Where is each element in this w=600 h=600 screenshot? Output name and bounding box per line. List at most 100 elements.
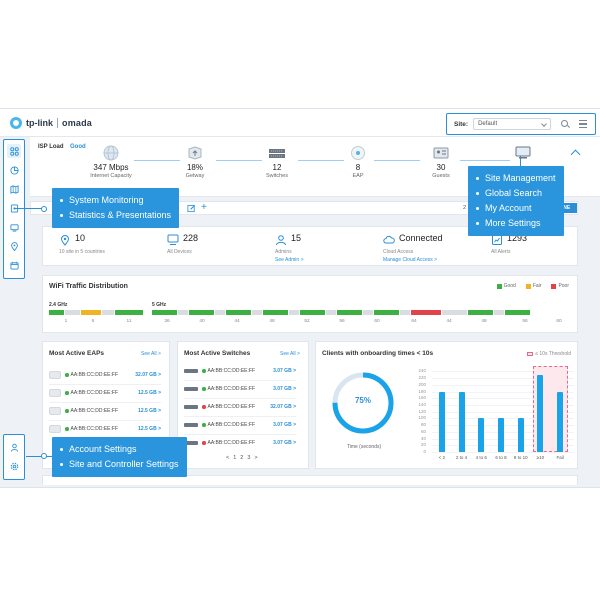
topology-link	[374, 160, 420, 161]
device-traffic-link[interactable]: 3.07 GB >	[273, 386, 296, 392]
eap-device-icon	[49, 407, 61, 415]
sidebar-item-statistics[interactable]	[7, 163, 21, 177]
device-mac: AA:BB:CC:DD:EE:FF	[70, 426, 119, 432]
chart-gridline	[432, 411, 574, 413]
topology-node-gateway[interactable]: 18% Getway	[160, 145, 230, 179]
topology-node-guests[interactable]: 30 Guests	[406, 145, 476, 179]
collapse-chevron-up-icon[interactable]	[570, 149, 581, 160]
table-row[interactable]: AA:BB:CC:DD:EE:FF 3.07 GB >	[184, 418, 296, 432]
table-row[interactable]: AA:BB:CC:DD:EE:FF 3.07 GB >	[184, 436, 296, 450]
table-row[interactable]: AA:BB:CC:DD:EE:FF 3.07 GB >	[184, 364, 296, 378]
gear-icon	[10, 462, 18, 471]
table-row[interactable]: AA:BB:CC:DD:EE:FF 12.5 GB >	[49, 422, 161, 436]
tick: 44	[446, 319, 452, 324]
chart-bar[interactable]	[478, 418, 485, 452]
callout-item: More Settings	[476, 216, 556, 231]
ticks-5: 36 40 44 48 52 56 60 64 44 48 56 60	[152, 319, 572, 325]
table-row[interactable]: AA:BB:CC:DD:EE:FF 3.07 GB >	[184, 382, 296, 396]
wifi-legend: Good Fair Poor	[496, 283, 569, 289]
status-dot	[202, 387, 206, 391]
add-widget-icon[interactable]: +	[201, 202, 207, 213]
search-icon[interactable]	[561, 119, 570, 129]
device-traffic-link[interactable]: 3.07 GB >	[273, 368, 296, 374]
stat-sub: 10 site in 5 countries	[59, 249, 105, 255]
see-admin-link[interactable]: See Admin >	[275, 257, 304, 263]
pager-page-3[interactable]: 3	[247, 455, 251, 461]
row-divider	[49, 420, 161, 421]
chart-bar[interactable]	[498, 418, 504, 452]
brand-divider	[57, 118, 58, 128]
callout-item: System Monitoring	[60, 193, 171, 208]
tick: 56	[522, 319, 528, 324]
chart-bar[interactable]	[438, 391, 445, 452]
sidebar-nav	[3, 139, 25, 279]
row-divider	[184, 416, 296, 417]
y-tick-label: 160	[418, 395, 426, 401]
row-divider	[49, 402, 161, 403]
sidebar-item-map[interactable]	[7, 182, 21, 196]
device-traffic-link[interactable]: 32.07 GB >	[135, 372, 161, 378]
wifi-traffic-card: WiFi Traffic Distribution Good Fair Poor…	[42, 275, 578, 333]
tick: 36	[164, 319, 170, 324]
eap-device-icon	[49, 389, 61, 397]
table-row[interactable]: AA:BB:CC:DD:EE:FF 12.5 GB >	[49, 386, 161, 400]
sidebar-item-dashboard[interactable]	[7, 144, 21, 158]
y-tick-label: 240	[418, 368, 426, 374]
device-traffic-link[interactable]: 12.5 GB >	[138, 390, 161, 396]
connector-line	[26, 456, 52, 457]
pager-page-2[interactable]: 2	[240, 455, 244, 461]
pager-next[interactable]: >	[254, 455, 258, 461]
device-traffic-link[interactable]: 3.07 GB >	[273, 422, 296, 428]
device-traffic-link[interactable]: 12.5 GB >	[138, 408, 161, 414]
menu-icon[interactable]	[579, 120, 588, 128]
table-row[interactable]: AA:BB:CC:DD:EE:FF 12.5 GB >	[49, 404, 161, 418]
chart-bar[interactable]	[537, 374, 544, 452]
topology-node-switches[interactable]: 12 Switches	[242, 145, 312, 179]
eaps-see-all-link[interactable]: See All >	[141, 351, 161, 357]
y-tick-label: 140	[418, 401, 426, 407]
pie-chart-icon	[9, 165, 19, 175]
sidebar-item-settings[interactable]	[7, 460, 21, 474]
guests-icon	[432, 145, 450, 161]
tick: 48	[481, 319, 487, 324]
edit-icon[interactable]	[187, 204, 196, 213]
site-select[interactable]: Default	[473, 118, 552, 130]
device-traffic-link[interactable]: 3.07 GB >	[273, 440, 296, 446]
topology-node-eap[interactable]: 8 EAP	[323, 145, 393, 179]
sidebar-item-clients[interactable]	[7, 220, 21, 234]
sidebar-item-location[interactable]	[7, 239, 21, 253]
next-card-edge	[42, 475, 578, 485]
device-mac: AA:BB:CC:DD:EE:FF	[70, 408, 119, 414]
y-tick-label: 180	[418, 388, 426, 394]
x-tick-label: 8 to 10	[513, 455, 528, 460]
legend-poor: Poor	[551, 283, 569, 289]
sidebar-item-account[interactable]	[7, 441, 21, 455]
status-dot	[202, 423, 206, 427]
sidebar-item-logs[interactable]	[7, 258, 21, 272]
topology-node-internet[interactable]: 347 Mbps Internet Capacity	[76, 145, 146, 179]
node-label: Guests	[432, 173, 450, 179]
location-icon	[60, 235, 70, 246]
connector-line	[14, 208, 42, 209]
switches-see-all-link[interactable]: See All >	[280, 351, 300, 357]
most-active-switches-card: Most Active Switches See All > AA:BB:CC:…	[177, 341, 309, 469]
stat-value: 1293	[507, 233, 528, 243]
stat-value: 228	[183, 233, 199, 243]
chart-bar[interactable]	[458, 391, 465, 452]
brand-logo: tp-link omada	[10, 117, 92, 129]
stat-value: 10	[75, 233, 86, 243]
device-traffic-link[interactable]: 32.07 GB >	[270, 404, 296, 410]
device-traffic-link[interactable]: 12.5 GB >	[138, 426, 161, 432]
pager-page-1[interactable]: 1	[233, 455, 237, 461]
status-dot	[65, 409, 69, 413]
manage-cloud-access-link[interactable]: Manage Cloud Access >	[383, 257, 438, 263]
eap-device-icon	[49, 371, 61, 379]
chart-gridline	[432, 391, 574, 393]
table-row[interactable]: AA:BB:CC:DD:EE:FF 32.07 GB >	[49, 368, 161, 382]
callout-item: Site and Controller Settings	[60, 457, 179, 472]
chart-bar[interactable]	[557, 391, 564, 452]
pager-prev[interactable]: <	[226, 455, 230, 461]
isp-load-title: ISP Load	[38, 144, 64, 150]
table-row[interactable]: AA:BB:CC:DD:EE:FF 32.07 GB >	[184, 400, 296, 414]
chart-bar[interactable]	[517, 418, 524, 452]
